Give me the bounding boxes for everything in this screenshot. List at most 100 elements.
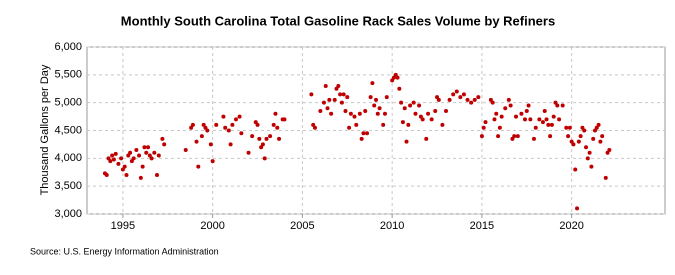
point — [447, 97, 452, 102]
point — [343, 109, 348, 114]
point — [113, 151, 118, 156]
point — [137, 153, 142, 158]
point — [131, 156, 136, 161]
point — [205, 128, 210, 133]
point — [589, 164, 594, 169]
point — [544, 117, 549, 122]
point — [323, 83, 328, 88]
point — [332, 97, 337, 102]
point — [162, 142, 167, 147]
y-tick-label: 4,000 — [54, 152, 82, 164]
y-axis-label: Thousand Gallons per Day — [39, 64, 51, 195]
point — [526, 103, 531, 108]
x-tick-label: 2000 — [200, 220, 224, 232]
point — [522, 117, 527, 122]
point — [519, 111, 524, 116]
point — [461, 92, 466, 97]
point — [196, 164, 201, 169]
point — [576, 139, 581, 144]
point — [228, 142, 233, 147]
point — [499, 114, 504, 119]
y-tick-label: 3,500 — [54, 180, 82, 192]
point — [273, 111, 278, 116]
point — [345, 95, 350, 100]
point — [309, 92, 314, 97]
point — [490, 100, 495, 105]
point — [237, 114, 242, 119]
point — [508, 103, 513, 108]
point — [374, 97, 378, 102]
point — [347, 125, 352, 130]
point — [549, 122, 554, 127]
point — [433, 109, 438, 114]
point — [436, 97, 441, 102]
point — [420, 117, 425, 122]
point — [368, 95, 373, 100]
point — [411, 100, 416, 105]
point — [116, 161, 121, 166]
point — [282, 117, 287, 122]
point — [585, 156, 590, 161]
point — [194, 139, 199, 144]
x-tick-label: 2010 — [380, 220, 404, 232]
point — [359, 136, 364, 141]
point — [514, 114, 519, 119]
point — [566, 134, 571, 139]
point — [338, 92, 343, 97]
point — [255, 122, 260, 127]
point — [413, 111, 418, 116]
point — [277, 136, 282, 141]
point — [370, 81, 375, 86]
point — [591, 136, 596, 141]
point — [531, 136, 536, 141]
point — [152, 150, 157, 155]
point — [111, 157, 116, 162]
point — [524, 109, 529, 114]
point — [122, 164, 127, 169]
point — [357, 111, 362, 116]
point — [336, 83, 341, 88]
point — [546, 122, 551, 127]
point — [533, 125, 538, 130]
point — [573, 167, 578, 172]
point — [440, 122, 445, 127]
point — [465, 97, 470, 102]
point — [571, 142, 576, 147]
point — [548, 134, 553, 139]
point — [271, 122, 276, 127]
point — [408, 103, 413, 108]
point — [341, 92, 346, 97]
point — [402, 106, 407, 111]
point — [481, 125, 486, 130]
point — [582, 128, 587, 133]
point — [377, 106, 382, 111]
point — [492, 117, 497, 122]
point — [268, 134, 273, 139]
point — [598, 139, 603, 144]
point — [372, 103, 377, 108]
point — [363, 109, 368, 114]
point — [395, 75, 400, 80]
point — [496, 134, 501, 139]
point — [404, 139, 409, 144]
point — [190, 122, 195, 127]
point — [223, 125, 228, 130]
point — [458, 95, 463, 100]
y-tick-label: 3,000 — [54, 208, 82, 220]
point — [134, 147, 139, 152]
y-tick-label: 4,500 — [54, 124, 82, 136]
point — [384, 95, 389, 100]
point — [327, 97, 332, 102]
point — [584, 145, 589, 150]
point — [506, 97, 511, 102]
point — [469, 100, 474, 105]
point — [600, 134, 605, 139]
point — [260, 142, 265, 147]
point — [348, 111, 353, 116]
point — [400, 120, 405, 125]
point — [208, 142, 213, 147]
point — [578, 134, 583, 139]
point — [426, 111, 431, 116]
point — [155, 173, 160, 178]
